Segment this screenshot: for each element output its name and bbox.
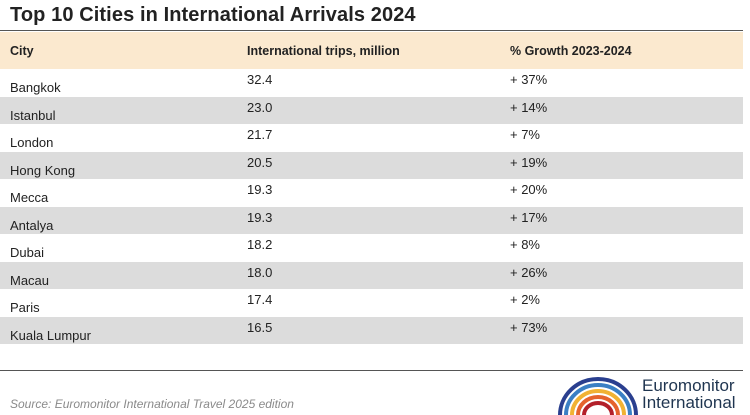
cell-city: Dubai xyxy=(10,245,44,261)
cell-trips: 16.5 xyxy=(247,319,273,335)
table-row: Mecca 19.3 + 20% xyxy=(0,179,743,207)
cell-city: London xyxy=(10,135,54,151)
title-divider xyxy=(0,30,743,31)
cell-city: Mecca xyxy=(10,190,49,206)
table-row: Paris 17.4 + 2% xyxy=(0,289,743,317)
arrivals-table: City International trips, million % Grow… xyxy=(0,32,743,344)
cell-city: Antalya xyxy=(10,217,54,233)
cell-trips: 17.4 xyxy=(247,292,273,308)
rainbow-arcs-logo-icon xyxy=(558,377,638,415)
cell-trips: 18.0 xyxy=(247,264,273,280)
cell-growth: + 20% xyxy=(510,182,548,198)
table-row: Hong Kong 20.5 + 19% xyxy=(0,151,743,179)
cell-city: Kuala Lumpur xyxy=(10,327,91,343)
euromonitor-logo: Euromonitor International xyxy=(558,375,748,415)
cell-trips: 19.3 xyxy=(247,182,273,198)
logo-line1: Euromonitor xyxy=(642,376,735,395)
table-row: Kuala Lumpur 16.5 + 73% xyxy=(0,316,743,344)
table-row: Antalya 19.3 + 17% xyxy=(0,206,743,234)
cell-city: Paris xyxy=(10,300,40,316)
table-row: Istanbul 23.0 + 14% xyxy=(0,96,743,124)
cell-growth: + 19% xyxy=(510,154,548,170)
source-note: Source: Euromonitor International Travel… xyxy=(10,397,294,411)
cell-growth: + 37% xyxy=(510,72,548,88)
cell-growth: + 26% xyxy=(510,264,548,280)
cell-city: Bangkok xyxy=(10,80,61,96)
table-row: London 21.7 + 7% xyxy=(0,124,743,152)
cell-trips: 19.3 xyxy=(247,209,273,225)
logo-wordmark: Euromonitor International xyxy=(642,377,736,411)
cell-city: Istanbul xyxy=(10,107,56,123)
cell-trips: 18.2 xyxy=(247,237,273,253)
cell-trips: 21.7 xyxy=(247,127,273,143)
table-header: City International trips, million % Grow… xyxy=(0,32,743,69)
table-row: Dubai 18.2 + 8% xyxy=(0,234,743,262)
header-trips: International trips, million xyxy=(247,43,400,58)
header-city: City xyxy=(10,43,34,58)
header-growth: % Growth 2023-2024 xyxy=(510,43,632,58)
table-row: Macau 18.0 + 26% xyxy=(0,261,743,289)
cell-city: Hong Kong xyxy=(10,162,76,178)
cell-growth: + 7% xyxy=(510,127,540,143)
page-title: Top 10 Cities in International Arrivals … xyxy=(10,4,416,26)
cell-trips: 23.0 xyxy=(247,99,273,115)
cell-city: Macau xyxy=(10,272,50,288)
footer-divider xyxy=(0,370,743,371)
cell-growth: + 14% xyxy=(510,99,548,115)
table-row: Bangkok 32.4 + 37% xyxy=(0,69,743,97)
cell-growth: + 73% xyxy=(510,319,548,335)
cell-trips: 32.4 xyxy=(247,72,273,88)
cell-growth: + 17% xyxy=(510,209,548,225)
logo-line2: International xyxy=(642,393,736,412)
cell-growth: + 8% xyxy=(510,237,540,253)
cell-trips: 20.5 xyxy=(247,154,273,170)
cell-growth: + 2% xyxy=(510,292,540,308)
